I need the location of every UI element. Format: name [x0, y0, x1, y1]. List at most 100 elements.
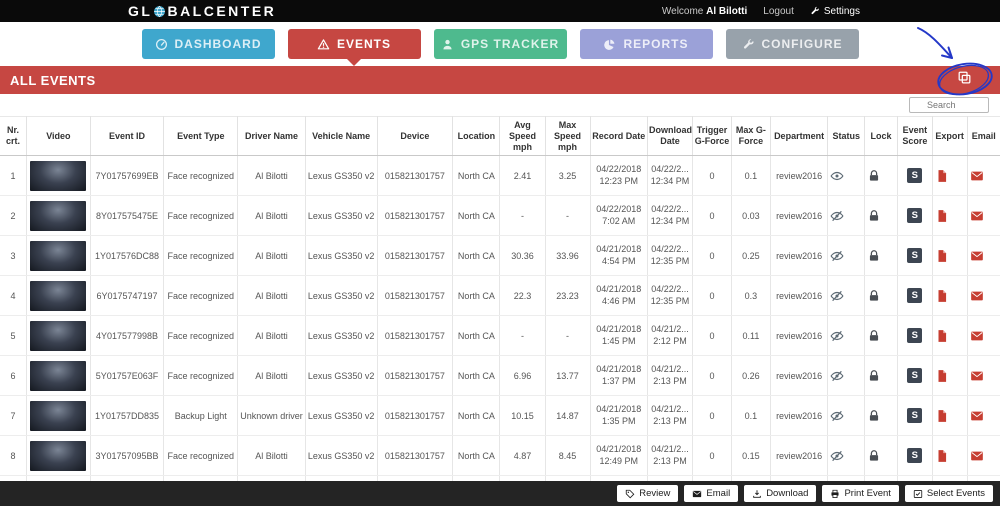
eye-off-icon[interactable] — [830, 289, 862, 303]
video-thumbnail[interactable] — [30, 160, 87, 191]
tab-events[interactable]: EVENTS — [287, 29, 421, 59]
video-thumbnail[interactable] — [30, 360, 87, 391]
cell-email — [967, 155, 1000, 197]
cell-avg-speed: 6.96 — [499, 355, 546, 397]
cell-export — [932, 395, 968, 437]
envelope-icon[interactable] — [970, 249, 998, 263]
lock-icon[interactable] — [867, 209, 895, 223]
cell-lock — [864, 435, 898, 477]
location: North CA — [457, 210, 495, 221]
record-date-time: 4:46 PM — [602, 295, 636, 306]
event-score-badge[interactable]: S — [907, 208, 923, 224]
cell-record-date: 04/22/2018 12:23 PM — [590, 155, 648, 197]
footer-download-button[interactable]: Download — [744, 485, 817, 502]
event-score-badge[interactable]: S — [907, 328, 923, 344]
pdf-icon[interactable] — [935, 249, 965, 263]
cell-lock — [864, 195, 898, 237]
tab-configure[interactable]: CONFIGURE — [725, 29, 859, 59]
cell-event-id: 3Y01757095BB — [90, 435, 165, 477]
lock-icon[interactable] — [867, 369, 895, 383]
welcome-text: Welcome Al Bilotti — [662, 6, 747, 17]
video-thumbnail[interactable] — [30, 320, 87, 351]
envelope-icon[interactable] — [970, 209, 998, 223]
cell-video-thumbnail — [26, 195, 91, 237]
footer-select-events-button[interactable]: Select Events — [904, 485, 993, 502]
event-score-badge[interactable]: S — [907, 288, 923, 304]
video-thumbnail[interactable] — [30, 240, 87, 271]
envelope-icon[interactable] — [970, 169, 998, 183]
video-thumbnail[interactable] — [30, 440, 87, 471]
cell-driver-name: Unknown driver — [237, 395, 306, 437]
envelope-icon[interactable] — [970, 329, 998, 343]
eye-off-icon[interactable] — [830, 449, 862, 463]
trigger-g-force: 0 — [709, 290, 715, 301]
video-thumbnail[interactable] — [30, 280, 87, 311]
pdf-icon[interactable] — [935, 209, 965, 223]
cell-record-date: 04/21/2018 1:35 PM — [590, 395, 648, 437]
video-thumbnail[interactable] — [30, 200, 87, 231]
cell-event-type: Face recognized — [163, 275, 239, 317]
eye-off-icon[interactable] — [830, 249, 862, 263]
cell-export — [932, 195, 968, 237]
device-id: 015821301757 — [384, 210, 445, 221]
lock-icon[interactable] — [867, 329, 895, 343]
column-header: Department — [770, 115, 829, 157]
search-input[interactable] — [909, 97, 989, 113]
department: review2016 — [776, 170, 823, 181]
footer-review-button[interactable]: Review — [617, 485, 679, 502]
cell-event-type: Face recognized — [163, 355, 239, 397]
export-events-icon[interactable] — [957, 70, 972, 90]
max-g-force: 0.25 — [742, 250, 760, 261]
lock-icon[interactable] — [867, 169, 895, 183]
pdf-icon[interactable] — [935, 289, 965, 303]
eye-off-icon[interactable] — [830, 409, 862, 423]
envelope-icon[interactable] — [970, 289, 998, 303]
lock-icon[interactable] — [867, 449, 895, 463]
row-number: 5 — [10, 330, 16, 341]
column-header: Device — [377, 115, 454, 157]
event-type: Face recognized — [167, 210, 235, 221]
cell-download-date: 04/21/2... 2:12 PM — [647, 315, 694, 357]
envelope-icon[interactable] — [970, 449, 998, 463]
event-score-badge[interactable]: S — [907, 408, 923, 424]
pdf-icon[interactable] — [935, 329, 965, 343]
eye-icon[interactable] — [830, 169, 862, 183]
eye-off-icon[interactable] — [830, 369, 862, 383]
cell-avg-speed: 4.87 — [499, 435, 546, 477]
tab-dashboard[interactable]: DASHBOARD — [141, 29, 275, 59]
event-score-badge[interactable]: S — [907, 168, 923, 184]
logout-link[interactable]: Logout — [763, 5, 794, 17]
envelope-icon[interactable] — [970, 409, 998, 423]
settings-button[interactable]: Settings — [810, 6, 860, 17]
pdf-icon[interactable] — [935, 169, 965, 183]
cell-trigger-g-force: 0 — [692, 235, 732, 277]
location: North CA — [457, 410, 495, 421]
tab-gps-tracker[interactable]: GPS TRACKER — [433, 29, 567, 59]
max-speed: 33.96 — [556, 250, 579, 261]
event-score-badge[interactable]: S — [907, 368, 923, 384]
video-thumbnail[interactable] — [30, 400, 87, 431]
eye-off-icon[interactable] — [830, 329, 862, 343]
eye-off-icon[interactable] — [830, 209, 862, 223]
footer-print-event-button[interactable]: Print Event — [822, 485, 899, 502]
pdf-icon[interactable] — [935, 449, 965, 463]
lock-icon[interactable] — [867, 249, 895, 263]
pdf-icon[interactable] — [935, 409, 965, 423]
event-score-badge[interactable]: S — [907, 248, 923, 264]
footer-email-button[interactable]: Email — [684, 485, 739, 502]
tab-reports[interactable]: REPORTS — [579, 29, 713, 59]
section-bar: ALL EVENTS — [0, 66, 1000, 94]
event-score-badge[interactable]: S — [907, 448, 923, 464]
cell-event-type: Face recognized — [163, 155, 239, 197]
pdf-icon[interactable] — [935, 369, 965, 383]
cell-vehicle-name: Lexus GS350 v2 — [305, 315, 378, 357]
record-date-time: 7:02 AM — [602, 215, 636, 226]
cell-lock — [864, 275, 898, 317]
cell-record-date: 04/21/2018 4:46 PM — [590, 275, 648, 317]
cell-event-score: S — [897, 315, 933, 357]
lock-icon[interactable] — [867, 409, 895, 423]
envelope-icon[interactable] — [970, 369, 998, 383]
lock-icon[interactable] — [867, 289, 895, 303]
table-row: 6 5Y01757E063F Face recognized Al Bilotti Le… — [0, 355, 1000, 397]
cell-location: North CA — [452, 355, 501, 397]
